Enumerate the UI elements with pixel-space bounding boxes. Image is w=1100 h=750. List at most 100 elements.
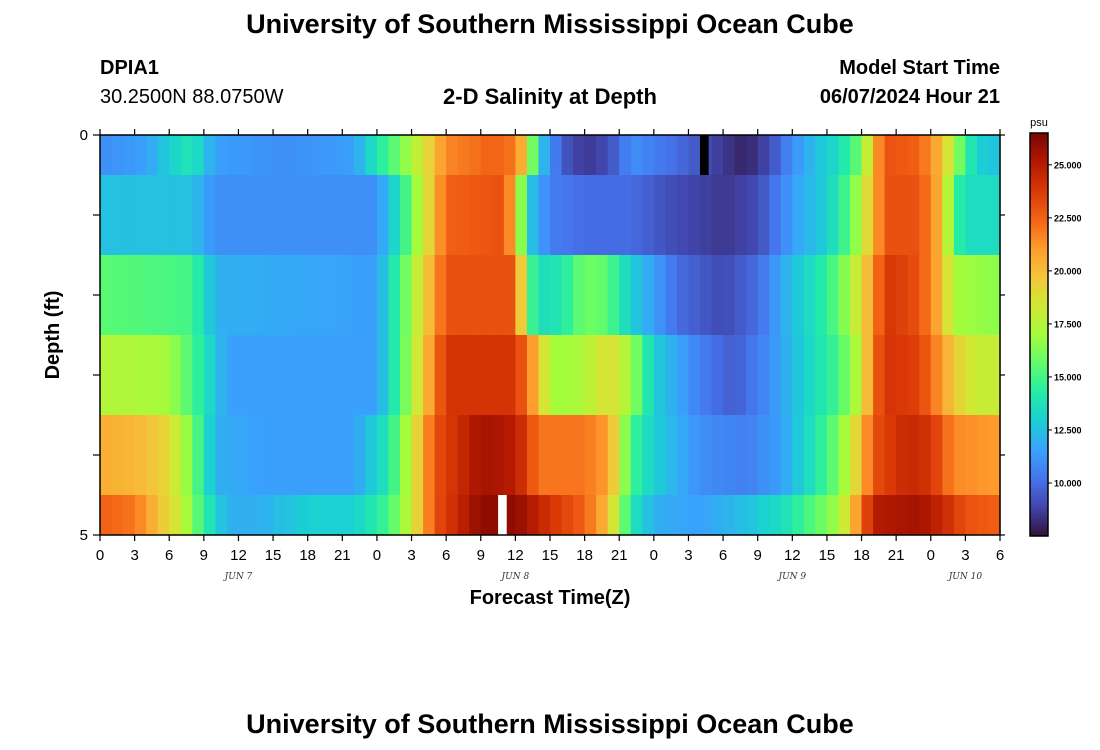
x-tick-label: 18	[576, 547, 593, 564]
heatmap-cell	[723, 335, 736, 416]
heatmap-cell	[215, 255, 228, 336]
heatmap-cell	[803, 255, 816, 336]
heatmap-cell	[734, 135, 747, 176]
x-tick-label: 0	[650, 547, 658, 564]
heatmap-cell	[376, 415, 390, 496]
heatmap-cell	[411, 415, 424, 496]
heatmap-cell	[180, 255, 193, 336]
heatmap-cell	[526, 495, 540, 536]
heatmap-cell	[146, 255, 159, 336]
heatmap-cell	[100, 335, 113, 416]
heatmap-cell	[815, 335, 828, 416]
heatmap-cell	[734, 335, 747, 416]
station-id: DPIA1	[100, 57, 159, 79]
heatmap-cell	[111, 495, 124, 536]
heatmap-cell	[653, 255, 666, 336]
heatmap-cell	[250, 415, 263, 496]
heatmap-cell	[930, 255, 943, 336]
heatmap-cell	[607, 335, 620, 416]
heatmap-cell	[642, 255, 655, 336]
heatmap-cell	[930, 175, 943, 256]
heatmap-cell	[769, 255, 782, 336]
heatmap-cell	[550, 175, 563, 256]
heatmap-cells	[100, 135, 1001, 536]
heatmap-cell	[203, 415, 216, 496]
x-tick-label: 6	[165, 547, 173, 564]
heatmap-cell	[469, 255, 482, 336]
heatmap-cell	[688, 135, 701, 176]
heatmap-cell	[226, 135, 240, 176]
x-date-label: JUN 7	[223, 572, 253, 582]
heatmap-cell	[169, 495, 182, 536]
heatmap-cell	[353, 175, 366, 256]
heatmap-cell	[169, 415, 182, 496]
heatmap-cell	[469, 495, 482, 536]
heatmap-cell	[296, 495, 309, 536]
heatmap-cell	[457, 415, 470, 496]
heatmap-marker-column	[498, 495, 507, 535]
heatmap-cell	[250, 175, 263, 256]
heatmap-cell	[792, 135, 805, 176]
heatmap-cell	[411, 335, 424, 416]
heatmap-cell	[630, 335, 643, 416]
heatmap-cell	[123, 175, 136, 256]
heatmap-cell	[746, 175, 759, 256]
heatmap-cell	[250, 135, 263, 176]
heatmap-cell	[550, 255, 563, 336]
heatmap-cell	[953, 495, 966, 536]
heatmap-cell	[330, 495, 343, 536]
heatmap-cell	[400, 135, 413, 176]
x-tick-label: 3	[407, 547, 415, 564]
heatmap-cell	[238, 415, 251, 496]
heatmap-cell	[226, 175, 240, 256]
colorbar: psu	[1029, 117, 1049, 537]
heatmap-cell	[607, 175, 620, 256]
heatmap-cell	[942, 255, 955, 336]
heatmap-cell	[423, 255, 436, 336]
heatmap-cell	[250, 255, 263, 336]
colorbar-tick-label: 25.000	[1054, 160, 1082, 170]
heatmap-cell	[896, 415, 909, 496]
heatmap-cell	[365, 255, 378, 336]
heatmap-cell	[457, 495, 470, 536]
heatmap-cell	[861, 415, 874, 496]
heatmap-cell	[780, 135, 793, 176]
heatmap-cell	[526, 415, 540, 496]
heatmap-cell	[584, 495, 597, 536]
heatmap-cell	[100, 495, 113, 536]
heatmap-cell	[100, 175, 113, 256]
heatmap-cell	[515, 415, 528, 496]
heatmap-cell	[284, 135, 297, 176]
heatmap-cell	[192, 135, 205, 176]
heatmap-cell	[146, 415, 159, 496]
heatmap-cell	[469, 175, 482, 256]
x-tick-label: 21	[334, 547, 351, 564]
heatmap-cell	[146, 175, 159, 256]
heatmap-cell	[965, 255, 978, 336]
heatmap-cell	[976, 175, 990, 256]
heatmap-cell	[803, 335, 816, 416]
heatmap-cell	[353, 255, 366, 336]
heatmap-cell	[734, 175, 747, 256]
heatmap-cell	[619, 495, 632, 536]
heatmap-cell	[861, 175, 874, 256]
heatmap-cell	[896, 135, 909, 176]
heatmap-cell	[630, 175, 643, 256]
heatmap-cell	[307, 495, 320, 536]
heatmap-cell	[873, 135, 886, 176]
heatmap-cell	[457, 255, 470, 336]
heatmap-cell	[538, 495, 551, 536]
heatmap-cell	[596, 415, 609, 496]
colorbar-unit: psu	[1030, 117, 1048, 129]
heatmap-cell	[873, 495, 886, 536]
heatmap-cell	[376, 135, 390, 176]
heatmap-cell	[250, 335, 263, 416]
heatmap-cell	[965, 175, 978, 256]
heatmap-cell	[284, 175, 297, 256]
colorbar-tick-label: 10.000	[1054, 478, 1082, 488]
plot-title: 2-D Salinity at Depth	[443, 84, 657, 109]
x-tick-label: 0	[927, 547, 935, 564]
heatmap-cell	[492, 415, 505, 496]
heatmap-cell	[861, 335, 874, 416]
heatmap-cell	[688, 175, 701, 256]
